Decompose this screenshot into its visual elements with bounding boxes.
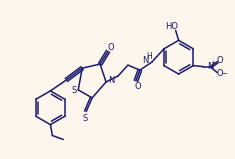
Text: N: N <box>108 76 114 86</box>
Text: −: − <box>221 71 227 76</box>
Text: O: O <box>135 82 141 91</box>
Text: N: N <box>142 56 148 65</box>
Text: HO: HO <box>165 22 178 31</box>
Text: S: S <box>82 114 88 123</box>
Text: N: N <box>207 62 213 71</box>
Text: O: O <box>217 56 223 65</box>
Text: O: O <box>217 69 223 78</box>
Text: H: H <box>146 52 152 61</box>
Text: O: O <box>108 43 114 52</box>
Text: S: S <box>72 86 77 95</box>
Text: +: + <box>211 60 215 65</box>
